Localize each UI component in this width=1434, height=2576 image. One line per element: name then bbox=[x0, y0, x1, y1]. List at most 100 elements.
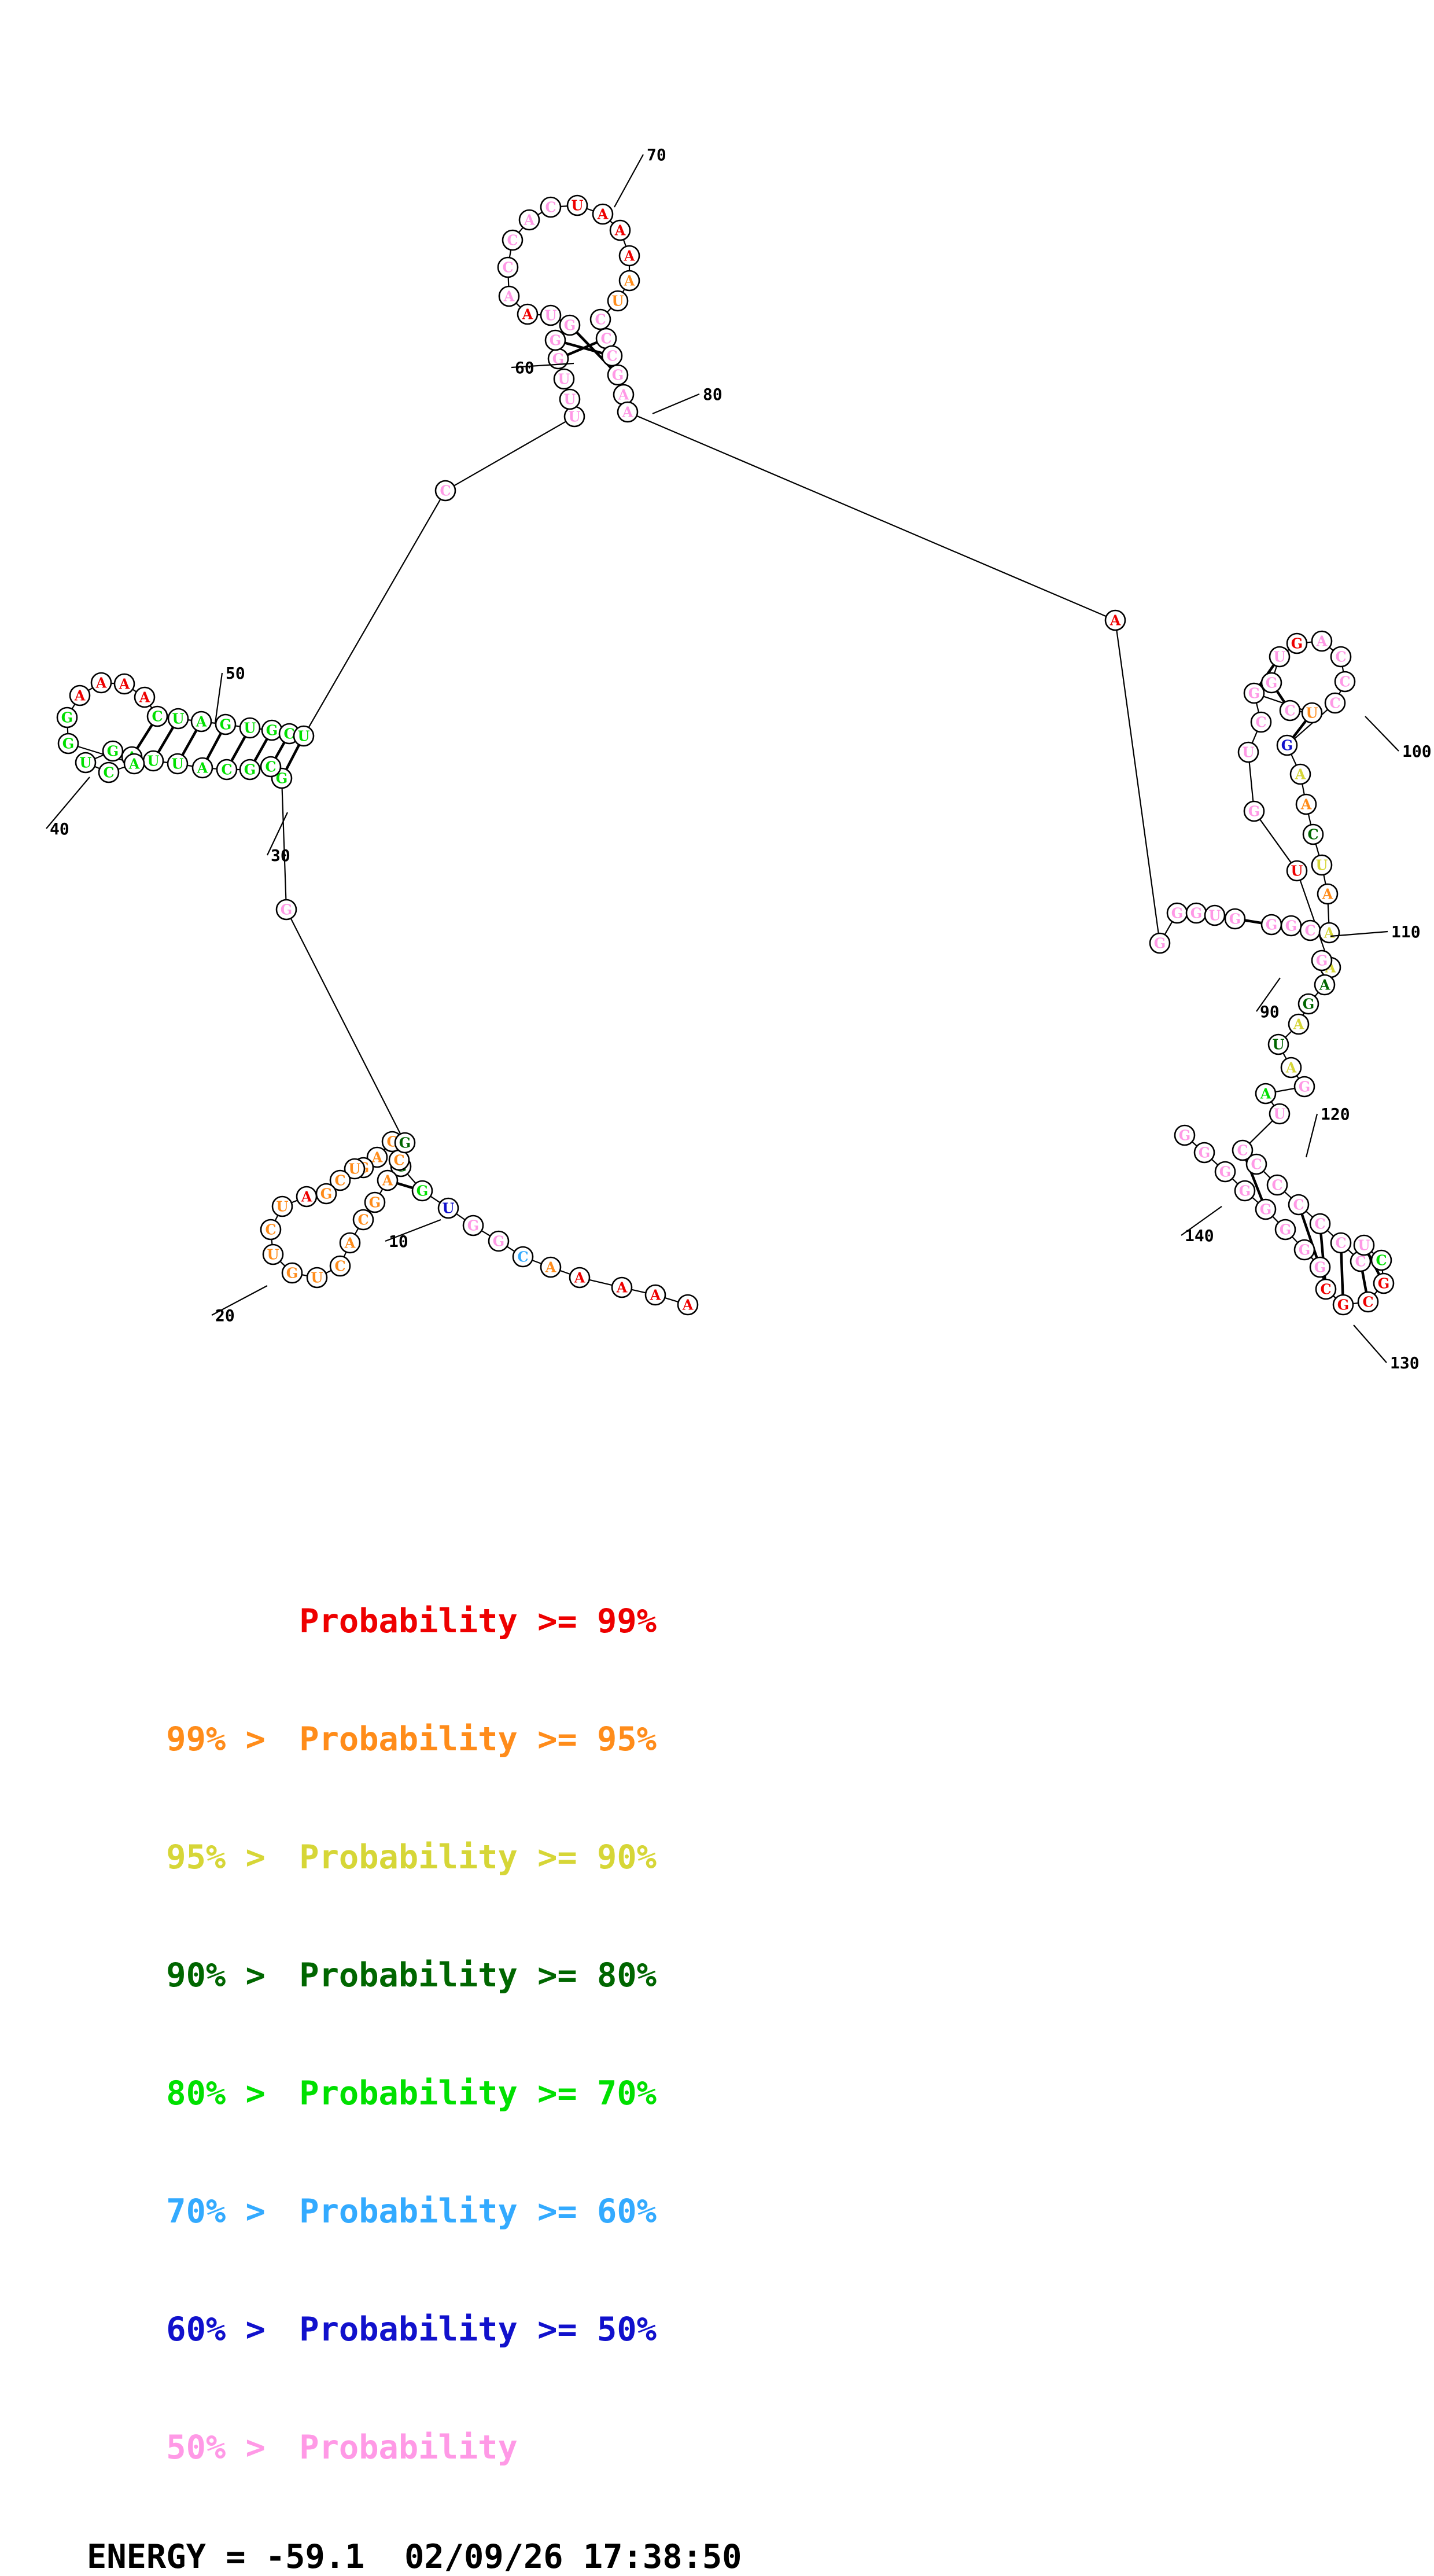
backbone-segment bbox=[1283, 1053, 1286, 1059]
nucleotide-base-letter: G bbox=[467, 1217, 480, 1234]
backbone-segment bbox=[516, 303, 521, 307]
nucleotide-base-letter: A bbox=[574, 1269, 585, 1286]
nucleotide-1: A bbox=[678, 1295, 698, 1315]
nucleotide-base-letter: C bbox=[507, 231, 518, 248]
nucleotide-base-letter: G bbox=[1248, 803, 1260, 819]
backbone-segment bbox=[1116, 630, 1158, 933]
nucleotide-51: U bbox=[168, 709, 188, 728]
nucleotide-112: G bbox=[1244, 801, 1264, 821]
nucleotide-135: G bbox=[1333, 1295, 1353, 1315]
nucleotide-139: G bbox=[1276, 1220, 1295, 1239]
nucleotide-84: A bbox=[1105, 610, 1125, 630]
base-pair-bond bbox=[397, 1183, 412, 1188]
nucleotide-base-letter: U bbox=[1306, 704, 1318, 721]
nucleotide-110: C bbox=[1251, 712, 1271, 732]
nucleotide-base-letter: G bbox=[1229, 910, 1241, 927]
nucleotide-44: G bbox=[58, 734, 78, 753]
nucleotide-4: A bbox=[570, 1268, 589, 1287]
nucleotide-base-letter: G bbox=[399, 1134, 411, 1151]
nucleotide-base-letter: G bbox=[1190, 904, 1203, 921]
backbone-segment bbox=[561, 206, 567, 207]
nucleotide-20: C bbox=[261, 1220, 281, 1239]
nucleotide-base-letter: C bbox=[152, 708, 163, 724]
backbone-segment bbox=[589, 1280, 613, 1285]
backbone-segment bbox=[302, 1275, 308, 1276]
nucleotide-74: A bbox=[610, 220, 630, 240]
legend-text-60: Probability >= 60% bbox=[299, 2192, 657, 2231]
nucleotide-108: U bbox=[1302, 703, 1322, 723]
nucleotide-128: C bbox=[1310, 1214, 1330, 1234]
nucleotide-71: C bbox=[541, 197, 561, 217]
nucleotide-10: G bbox=[412, 1181, 432, 1201]
nucleotide-base-letter: U bbox=[443, 1199, 455, 1216]
nucleotide-35: C bbox=[217, 760, 237, 779]
nucleotide-base-letter: U bbox=[1274, 1105, 1286, 1122]
backbone-segment bbox=[1328, 1230, 1334, 1236]
nucleotide-base-letter: A bbox=[74, 687, 86, 704]
nucleotide-47: A bbox=[91, 673, 111, 693]
position-leader-line bbox=[1365, 716, 1399, 751]
nucleotide-102: C bbox=[1331, 647, 1351, 667]
backbone-segment bbox=[1249, 762, 1254, 801]
nucleotide-base-letter: A bbox=[624, 272, 635, 289]
position-label-70: 70 bbox=[647, 145, 666, 164]
legend-lhs-90: 95% > bbox=[166, 1838, 299, 1877]
nucleotide-98: A bbox=[1291, 764, 1310, 784]
nucleotide-45: G bbox=[57, 708, 77, 727]
nucleotide-67: A bbox=[499, 286, 519, 306]
nucleotide-119: U bbox=[1269, 1035, 1288, 1054]
nucleotide-31: G bbox=[277, 900, 296, 919]
position-label-60: 60 bbox=[515, 358, 534, 377]
nucleotide-base-letter: A bbox=[1285, 1059, 1297, 1076]
nucleotide-123: U bbox=[1270, 1104, 1289, 1124]
position-leader-line bbox=[1354, 1325, 1387, 1363]
nucleotide-base-letter: U bbox=[612, 292, 624, 309]
nucleotide-143: G bbox=[1195, 1143, 1214, 1162]
nucleotide-base-letter: G bbox=[1303, 995, 1315, 1012]
legend-lhs-60: 70% > bbox=[166, 2192, 299, 2231]
backbone-segment bbox=[1328, 904, 1329, 923]
nucleotide-base-letter: A bbox=[622, 403, 633, 420]
nucleotide-134: C bbox=[1358, 1292, 1378, 1312]
nucleotide-66: A bbox=[518, 304, 537, 324]
legend-row-80: 90% >Probability >= 80% bbox=[0, 1916, 1434, 2034]
nucleotide-142: G bbox=[1215, 1162, 1235, 1182]
nucleotide-89: G bbox=[1225, 909, 1245, 929]
nucleotide-49: A bbox=[135, 687, 154, 707]
backbone-segment bbox=[1249, 1121, 1273, 1143]
nucleotide-38: U bbox=[143, 751, 163, 771]
nucleotide-88: U bbox=[1205, 906, 1225, 925]
nucleotide-base-letter: C bbox=[600, 330, 611, 347]
nucleotide-base-letter: U bbox=[267, 1246, 279, 1263]
backbone-segment bbox=[1308, 814, 1311, 825]
nucleotide-base-letter: C bbox=[1339, 673, 1350, 690]
nucleotide-base-letter: A bbox=[650, 1286, 661, 1303]
backbone-segment bbox=[309, 499, 441, 728]
nucleotide-base-letter: G bbox=[550, 332, 562, 348]
nucleotide-base-letter: G bbox=[1266, 674, 1278, 691]
backbone-segment bbox=[532, 1260, 541, 1264]
backbone-segment bbox=[380, 1189, 383, 1194]
nucleotide-base-letter: A bbox=[522, 306, 533, 322]
nucleotide-106: G bbox=[1262, 673, 1281, 693]
nucleotide-base-letter: C bbox=[334, 1172, 345, 1188]
nucleotide-93: A bbox=[1319, 923, 1339, 943]
nucleotide-base-letter: G bbox=[1199, 1144, 1211, 1161]
nucleotide-base-letter: A bbox=[196, 713, 207, 730]
nucleotide-base-letter: G bbox=[1285, 917, 1297, 934]
legend-lhs-95: 99% > bbox=[166, 1720, 299, 1759]
backbone-segment bbox=[1252, 731, 1258, 744]
nucleotide-base-letter: U bbox=[569, 408, 581, 425]
backbone-segment bbox=[624, 240, 626, 246]
position-label-80: 80 bbox=[703, 385, 722, 404]
nucleotide-base-letter: C bbox=[1304, 922, 1315, 939]
legend-text-below50: Probability bbox=[299, 2428, 518, 2467]
nucleotide-138: G bbox=[1295, 1240, 1314, 1260]
base-pair-bond bbox=[207, 733, 221, 759]
nucleotide-base-letter: A bbox=[1316, 632, 1328, 649]
backbone-segment bbox=[481, 1231, 490, 1236]
backbone-segment bbox=[1291, 754, 1296, 765]
nucleotide-36: A bbox=[193, 758, 212, 778]
rna-structure-plot: AAAAACGGUGGCAGUCGAUCUGUCACGACGGGCGCAUUAG… bbox=[0, 0, 1434, 1504]
